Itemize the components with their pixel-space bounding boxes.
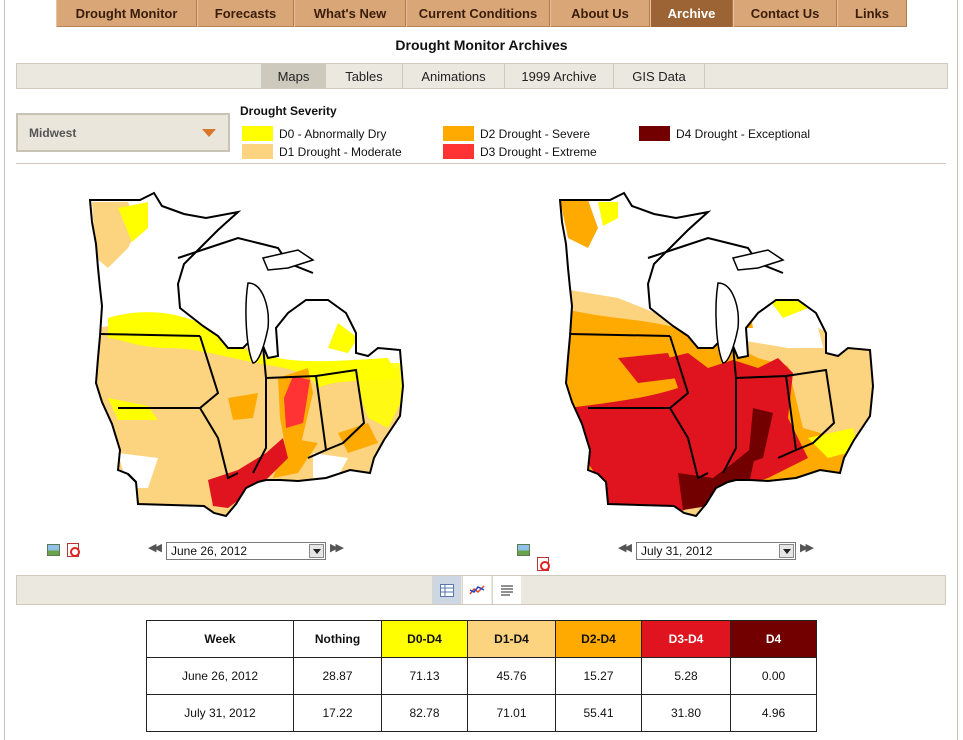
date-select-right[interactable]: July 31, 2012 bbox=[636, 542, 796, 560]
table-cell: 45.76 bbox=[467, 657, 556, 695]
legend-title: Drought Severity bbox=[240, 104, 337, 118]
section-divider bbox=[16, 163, 946, 164]
drought-map-june bbox=[88, 191, 405, 518]
tab-animations[interactable]: Animations bbox=[403, 64, 505, 88]
chart-view-button[interactable] bbox=[462, 576, 491, 604]
table-cell: 71.01 bbox=[467, 694, 556, 732]
next-date-arrow-icon[interactable]: ▶▶ bbox=[800, 542, 814, 554]
region-select[interactable]: Midwest bbox=[16, 113, 230, 152]
dropdown-arrow-icon bbox=[779, 544, 794, 558]
table-cell: 55.41 bbox=[555, 694, 642, 732]
tab-maps[interactable]: Maps bbox=[262, 64, 326, 88]
legend-label-d1: D1 Drought - Moderate bbox=[279, 144, 402, 159]
legend-item-d0: D0 - Abnormally Dry bbox=[242, 126, 386, 141]
drought-map-july bbox=[558, 191, 875, 518]
legend-label-d2: D2 Drought - Severe bbox=[480, 126, 591, 141]
dropdown-arrow-icon bbox=[309, 544, 324, 558]
page-title: Drought Monitor Archives bbox=[395, 37, 568, 53]
nav-forecasts[interactable]: Forecasts bbox=[197, 0, 294, 27]
tab-gis-data[interactable]: GIS Data bbox=[614, 64, 705, 88]
header-d3-d4: D3-D4 bbox=[641, 620, 731, 658]
legend-swatch-d0 bbox=[242, 126, 273, 141]
header-week: Week bbox=[146, 620, 294, 658]
table-view-button[interactable] bbox=[432, 576, 461, 604]
legend-item-d3: D3 Drought - Extreme bbox=[443, 144, 597, 159]
table-cell: July 31, 2012 bbox=[146, 694, 294, 732]
header-nothing: Nothing bbox=[293, 620, 382, 658]
legend-item-d2: D2 Drought - Severe bbox=[443, 126, 590, 141]
table-cell: 82.78 bbox=[381, 694, 468, 732]
image-download-icon[interactable] bbox=[47, 544, 60, 556]
nav-whats-new[interactable]: What's New bbox=[294, 0, 406, 27]
legend-label-d4: D4 Drought - Exceptional bbox=[676, 126, 811, 141]
image-download-icon[interactable] bbox=[517, 544, 530, 556]
table-cell: 17.22 bbox=[293, 694, 382, 732]
nav-current-conditions[interactable]: Current Conditions bbox=[406, 0, 550, 27]
header-d4: D4 bbox=[730, 620, 817, 658]
legend-swatch-d3 bbox=[443, 144, 474, 159]
table-cell: 0.00 bbox=[730, 657, 817, 695]
table-cell: 5.28 bbox=[641, 657, 731, 695]
nav-archive[interactable]: Archive bbox=[650, 0, 733, 27]
legend-swatch-d1 bbox=[242, 144, 273, 159]
table-cell: 15.27 bbox=[555, 657, 642, 695]
text-view-button[interactable] bbox=[492, 576, 521, 604]
legend-swatch-d4 bbox=[639, 126, 670, 141]
date-select-right-value: July 31, 2012 bbox=[641, 544, 713, 558]
tab-1999-archive[interactable]: 1999 Archive bbox=[505, 64, 614, 88]
page-frame bbox=[4, 0, 958, 740]
table-cell: 71.13 bbox=[381, 657, 468, 695]
sub-tabs: Maps Tables Animations 1999 Archive GIS … bbox=[16, 63, 948, 89]
next-date-arrow-icon[interactable]: ▶▶ bbox=[330, 542, 344, 554]
table-header-row: Week Nothing D0-D4 D1-D4 D2-D4 D3-D4 D4 bbox=[146, 620, 817, 658]
table-view-icon bbox=[440, 583, 454, 597]
date-select-left-value: June 26, 2012 bbox=[171, 544, 248, 558]
legend-item-d1: D1 Drought - Moderate bbox=[242, 144, 402, 159]
view-toolbar bbox=[16, 575, 946, 605]
region-select-value: Midwest bbox=[29, 125, 77, 140]
header-d0-d4: D0-D4 bbox=[381, 620, 468, 658]
date-select-left[interactable]: June 26, 2012 bbox=[166, 542, 326, 560]
legend-label-d0: D0 - Abnormally Dry bbox=[279, 126, 387, 141]
table-cell: June 26, 2012 bbox=[146, 657, 294, 695]
nav-drought-monitor[interactable]: Drought Monitor bbox=[56, 0, 197, 27]
table-cell: 28.87 bbox=[293, 657, 382, 695]
table-cell: 31.80 bbox=[641, 694, 731, 732]
legend-swatch-d2 bbox=[443, 126, 474, 141]
header-d1-d4: D1-D4 bbox=[467, 620, 556, 658]
table-row: July 31, 2012 17.22 82.78 71.01 55.41 31… bbox=[146, 694, 817, 732]
nav-contact-us[interactable]: Contact Us bbox=[733, 0, 837, 27]
legend-item-d4: D4 Drought - Exceptional bbox=[639, 126, 810, 141]
table-cell: 4.96 bbox=[730, 694, 817, 732]
dropdown-caret-icon bbox=[202, 129, 216, 137]
top-nav: Drought Monitor Forecasts What's New Cur… bbox=[56, 0, 907, 27]
table-row: June 26, 2012 28.87 71.13 45.76 15.27 5.… bbox=[146, 657, 817, 695]
text-view-icon bbox=[501, 585, 513, 596]
nav-about-us[interactable]: About Us bbox=[550, 0, 650, 27]
header-d2-d4: D2-D4 bbox=[555, 620, 642, 658]
pdf-download-icon[interactable] bbox=[67, 543, 80, 557]
prev-date-arrow-icon[interactable]: ◀◀ bbox=[618, 542, 632, 554]
chart-view-icon bbox=[469, 585, 485, 595]
nav-links[interactable]: Links bbox=[837, 0, 907, 27]
pdf-download-icon[interactable] bbox=[537, 557, 550, 571]
drought-stats-table: Week Nothing D0-D4 D1-D4 D2-D4 D3-D4 D4 … bbox=[146, 620, 817, 732]
tab-tables[interactable]: Tables bbox=[326, 64, 403, 88]
legend-label-d3: D3 Drought - Extreme bbox=[480, 144, 597, 159]
prev-date-arrow-icon[interactable]: ◀◀ bbox=[148, 542, 162, 554]
